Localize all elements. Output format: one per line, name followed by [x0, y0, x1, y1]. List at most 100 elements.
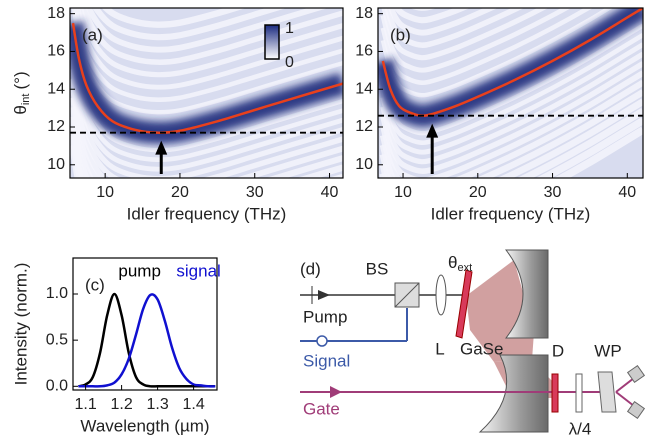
photodiode [626, 400, 645, 420]
plot-area [378, 8, 643, 178]
fringe [380, 61, 643, 174]
y-label-unit: (°) [11, 71, 30, 89]
fringe [379, 117, 643, 178]
fringe [380, 8, 572, 73]
fringe [384, 8, 525, 48]
x-tick-label: 10 [96, 184, 114, 201]
fringe [380, 70, 643, 178]
setup-diagram: (d) BS θext Pump L GaSe Signal D WP Gate… [300, 249, 645, 438]
y-tick-label: 10 [355, 156, 373, 173]
polarization [316, 335, 328, 347]
colorbar [264, 24, 280, 60]
x-tick-label: 1.4 [182, 396, 204, 413]
fringe [70, 59, 343, 172]
fringe [381, 8, 549, 61]
frame [72, 257, 218, 391]
x-tick-label: 40 [321, 184, 339, 201]
fringe [85, 8, 329, 53]
y-axis-label: θint (°) [11, 71, 31, 114]
fringe [70, 78, 343, 178]
x-tick-label: 30 [246, 184, 264, 201]
arrow-head [426, 123, 439, 138]
fringe [380, 23, 643, 136]
y-tick-label: 18 [355, 5, 373, 22]
y-tick-label: 14 [47, 80, 65, 97]
x-tick-label: 20 [469, 184, 487, 201]
fringe [379, 79, 643, 178]
plot-area [78, 292, 216, 388]
panel-label: (b) [390, 25, 411, 44]
colorbar-max: 1 [285, 20, 294, 37]
y-tick-label: 0.0 [46, 378, 68, 395]
fringe [380, 33, 643, 145]
curve [78, 293, 216, 388]
y-label-subscript: int [20, 94, 32, 106]
fringe [379, 108, 643, 178]
x-tick-label: 30 [544, 184, 562, 201]
panel-label: (a) [82, 25, 103, 44]
fringe [393, 8, 471, 24]
fringe [379, 89, 643, 178]
gate-beam [615, 391, 635, 407]
y-tick-label: 1.0 [46, 285, 68, 302]
fringe [553, 126, 643, 178]
fringe [409, 8, 437, 11]
detector-crystal [551, 373, 559, 413]
wollaston-prism [597, 371, 617, 413]
curve [71, 22, 343, 134]
angle-symbol: θ [448, 253, 457, 272]
fringe [77, 8, 343, 78]
panel-label: (d) [300, 259, 321, 278]
y-tick-label: 14 [355, 80, 373, 97]
arrow [318, 290, 330, 300]
plot-area [70, 8, 343, 178]
angle-label: θext [448, 253, 472, 273]
arrow-head [155, 140, 168, 155]
frame [69, 7, 344, 179]
x-axis-label: Idler frequency (THz) [431, 204, 591, 223]
fringe [70, 49, 343, 163]
x-axis-label: Wavelength (µm) [80, 416, 209, 435]
x-tick-label: 40 [618, 184, 636, 201]
fringe [101, 8, 247, 28]
parabolic-mirror [478, 354, 549, 433]
angle-subscript: ext [457, 262, 472, 274]
lens-label: L [435, 339, 444, 358]
x-tick-label: 1.1 [74, 396, 96, 413]
signal-label: Signal [303, 351, 350, 370]
y-tick-label: 0.5 [46, 331, 68, 348]
y-axis-label: Intensity (norm.) [11, 263, 30, 386]
fringe [380, 8, 593, 85]
fringe [380, 51, 643, 165]
x-tick-label: 1.3 [146, 396, 168, 413]
quarter-wave-plate [575, 373, 583, 413]
fringe [81, 8, 343, 65]
curve [381, 8, 643, 117]
x-axis-label: Idler frequency (THz) [127, 204, 287, 223]
detector-label: D [552, 341, 564, 360]
beam-splitter [394, 282, 420, 308]
series-label: pump [118, 261, 161, 280]
gate-label: Gate [303, 399, 340, 418]
colorbar-min: 0 [285, 54, 294, 71]
pump-label: Pump [303, 307, 347, 326]
frame [377, 7, 644, 179]
gate-beam [615, 377, 635, 393]
fringe [380, 42, 643, 155]
quarter-wave-label: λ/4 [569, 419, 592, 438]
y-tick-label: 18 [47, 5, 65, 22]
y-tick-label: 16 [47, 43, 65, 60]
bs-label: BS [366, 259, 389, 278]
y-tick-label: 12 [355, 118, 373, 135]
y-label-symbol: θ [11, 105, 30, 114]
arrow [330, 386, 342, 398]
crystal-label: GaSe [460, 339, 503, 358]
panel-label: (c) [85, 275, 105, 294]
curve [78, 292, 216, 388]
x-tick-label: 20 [171, 184, 189, 201]
y-tick-label: 12 [47, 118, 65, 135]
y-tick-label: 10 [47, 156, 65, 173]
parabolic-mirror [504, 249, 549, 339]
x-tick-label: 10 [394, 184, 412, 201]
